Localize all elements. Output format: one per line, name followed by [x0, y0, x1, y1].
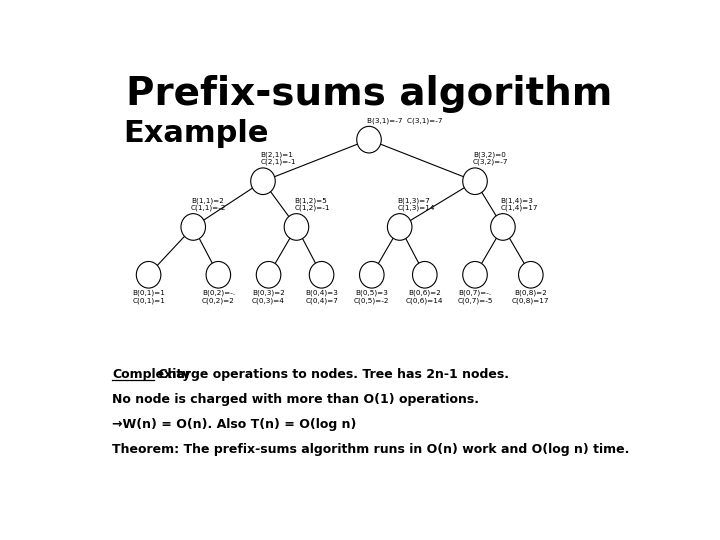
Text: B(1,3)=7
C(1,3)=14: B(1,3)=7 C(1,3)=14 — [397, 197, 435, 211]
Ellipse shape — [310, 261, 334, 288]
Text: B(2,1)=1
C(2,1)=-1: B(2,1)=1 C(2,1)=-1 — [261, 151, 296, 165]
Ellipse shape — [206, 261, 230, 288]
Text: B(0,2)=-.
C(0,2)=2: B(0,2)=-. C(0,2)=2 — [202, 290, 235, 303]
Ellipse shape — [463, 168, 487, 194]
Text: B(0,7)=-.
C(0,7)=-5: B(0,7)=-. C(0,7)=-5 — [457, 290, 492, 303]
Text: Complexity: Complexity — [112, 368, 191, 381]
Ellipse shape — [359, 261, 384, 288]
Text: B(1,4)=3
C(1,4)=17: B(1,4)=3 C(1,4)=17 — [500, 197, 538, 211]
Text: B(0,5)=3
C(0,5)=-2: B(0,5)=3 C(0,5)=-2 — [354, 290, 390, 303]
Text: B(1,2)=5
C(1,2)=-1: B(1,2)=5 C(1,2)=-1 — [294, 197, 330, 211]
Ellipse shape — [413, 261, 437, 288]
Ellipse shape — [136, 261, 161, 288]
Text: B(3,1)=-7  C(3,1)=-7: B(3,1)=-7 C(3,1)=-7 — [366, 117, 442, 124]
Ellipse shape — [256, 261, 281, 288]
Ellipse shape — [387, 214, 412, 240]
Text: B(0,4)=3
C(0,4)=7: B(0,4)=3 C(0,4)=7 — [305, 290, 338, 303]
Text: B(3,2)=0
C(3,2)=-7: B(3,2)=0 C(3,2)=-7 — [473, 151, 508, 165]
Text: B(0,8)=2
C(0,8)=17: B(0,8)=2 C(0,8)=17 — [512, 290, 549, 303]
Text: Charge operations to nodes. Tree has 2n-1 nodes.: Charge operations to nodes. Tree has 2n-… — [154, 368, 509, 381]
Text: B(1,1)=2
C(1,1)=-2: B(1,1)=2 C(1,1)=-2 — [191, 197, 227, 211]
Ellipse shape — [518, 261, 543, 288]
Ellipse shape — [181, 214, 205, 240]
Ellipse shape — [463, 261, 487, 288]
Text: Theorem: The prefix-sums algorithm runs in O(n) work and O(log n) time.: Theorem: The prefix-sums algorithm runs … — [112, 443, 630, 456]
Text: B(0,6)=2
C(0,6)=14: B(0,6)=2 C(0,6)=14 — [406, 290, 444, 303]
Text: B(0,1)=1
C(0,1)=1: B(0,1)=1 C(0,1)=1 — [132, 290, 165, 303]
Text: Prefix-sums algorithm: Prefix-sums algorithm — [126, 75, 612, 113]
Ellipse shape — [251, 168, 275, 194]
Text: →W(n) = O(n). Also T(n) = O(log n): →W(n) = O(n). Also T(n) = O(log n) — [112, 418, 356, 431]
Text: B(0,3)=2
C(0,3)=4: B(0,3)=2 C(0,3)=4 — [252, 290, 285, 303]
Ellipse shape — [490, 214, 516, 240]
Text: Example: Example — [124, 119, 269, 148]
Text: No node is charged with more than O(1) operations.: No node is charged with more than O(1) o… — [112, 393, 480, 406]
Ellipse shape — [284, 214, 309, 240]
Ellipse shape — [356, 126, 382, 153]
